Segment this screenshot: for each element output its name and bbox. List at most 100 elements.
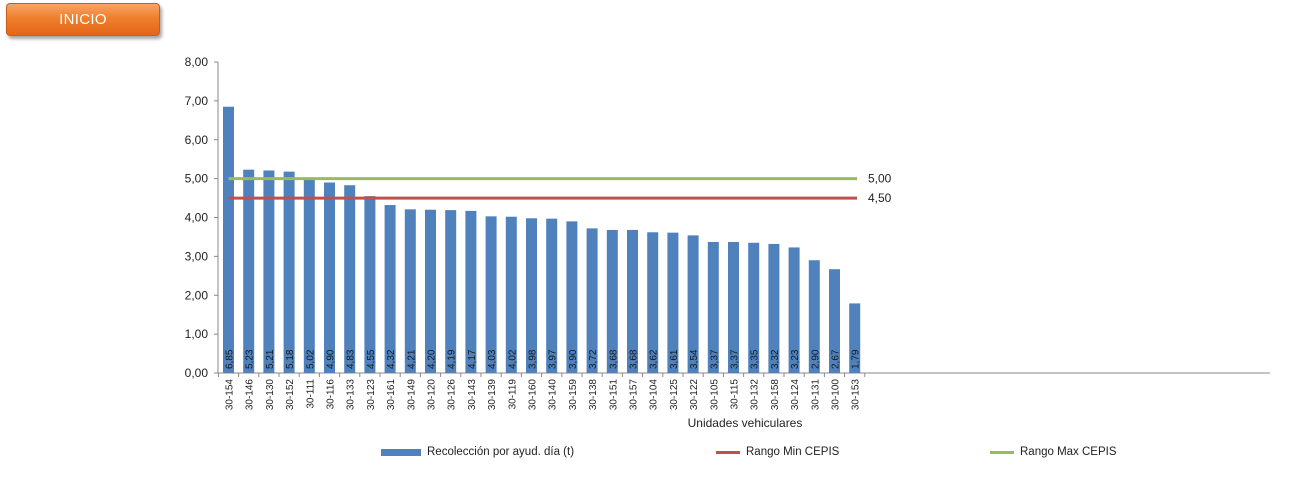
x-tick-label: 30-151	[608, 379, 619, 411]
bar	[404, 209, 416, 373]
y-tick-label: 3,00	[185, 249, 209, 263]
bar-value-label: 1,79	[851, 349, 862, 369]
legend-label-min: Rango Min CEPIS	[746, 446, 840, 458]
bar	[788, 247, 800, 373]
x-tick-label: 30-122	[689, 379, 700, 411]
y-tick-label: 7,00	[185, 94, 209, 108]
bar-value-label: 3,32	[770, 349, 781, 369]
bar-value-label: 6,85	[225, 349, 236, 369]
x-tick-label: 30-120	[427, 379, 438, 411]
bar-value-label: 3,98	[528, 349, 539, 369]
bar-value-label: 3,68	[629, 349, 640, 369]
legend-label-bars: Recolección por ayud. día (t)	[427, 446, 575, 458]
min-cepis-label: 4,50	[868, 191, 892, 205]
bar-value-label: 3,90	[568, 349, 579, 369]
legend-item-min: Rango Min CEPIS	[716, 446, 839, 458]
bar	[687, 235, 699, 373]
bar	[223, 106, 234, 374]
bar	[505, 216, 517, 373]
bar-value-label: 3,68	[608, 349, 619, 369]
bar	[485, 216, 497, 373]
y-tick-label: 0,00	[185, 366, 209, 380]
legend-item-bars: Recolección por ayud. día (t)	[381, 446, 574, 458]
bar	[445, 210, 457, 373]
bar	[283, 171, 295, 373]
bar-value-label: 5,21	[265, 349, 276, 369]
x-tick-label: 30-126	[447, 379, 458, 411]
x-tick-label: 30-123	[366, 379, 377, 411]
max-cepis-label: 5,00	[868, 172, 892, 186]
legend-swatch-max	[990, 450, 1014, 454]
x-tick-label: 30-131	[810, 379, 821, 411]
bar-value-label: 3,54	[689, 349, 700, 369]
y-tick-label: 4,00	[185, 211, 209, 225]
bar-value-label: 4,32	[386, 349, 397, 369]
x-tick-label: 30-138	[588, 379, 599, 411]
x-tick-label: 30-105	[709, 379, 720, 411]
legend-item-max: Rango Max CEPIS	[990, 446, 1117, 458]
x-tick-label: 30-161	[386, 379, 397, 411]
bar	[526, 218, 537, 373]
bar-value-label: 3,97	[548, 349, 559, 369]
bar-value-label: 3,23	[790, 349, 801, 369]
bar	[808, 260, 820, 373]
bar-value-label: 4,90	[326, 349, 337, 369]
bar	[263, 170, 275, 373]
y-tick-label: 6,00	[185, 133, 209, 147]
bar-value-label: 4,21	[406, 349, 417, 369]
x-axis-title: Unidades vehiculares	[688, 416, 803, 430]
x-tick-label: 30-104	[649, 379, 660, 411]
x-tick-label: 30-140	[548, 379, 559, 411]
x-tick-label: 30-160	[528, 379, 539, 411]
x-tick-label: 30-158	[770, 379, 781, 411]
bar	[425, 209, 436, 373]
bar	[647, 232, 659, 373]
x-tick-label: 30-124	[790, 379, 801, 411]
bar	[324, 182, 335, 373]
x-tick-label: 30-119	[507, 379, 518, 410]
bar-value-label: 4,55	[366, 349, 377, 369]
bar-value-label: 4,19	[447, 349, 458, 369]
bar	[384, 205, 396, 373]
bar-value-label: 5,18	[285, 349, 296, 369]
x-tick-label: 30-153	[851, 379, 862, 411]
bar	[829, 269, 840, 373]
bar	[364, 196, 376, 373]
bar-value-label: 3,37	[730, 349, 741, 369]
bar-value-label: 2,67	[831, 349, 842, 369]
bar-value-label: 2,90	[810, 349, 821, 369]
bar-value-label: 4,03	[487, 349, 498, 369]
x-tick-label: 30-143	[467, 379, 478, 411]
x-tick-label: 30-132	[750, 379, 761, 411]
bar	[586, 228, 598, 373]
x-tick-label: 30-152	[285, 379, 296, 411]
bar-value-label: 3,37	[709, 349, 720, 369]
legend-label-max: Rango Max CEPIS	[1020, 446, 1117, 458]
bar	[728, 241, 739, 373]
bar	[303, 177, 315, 373]
legend-swatch-bars	[381, 448, 421, 456]
bar-value-label: 5,23	[245, 349, 256, 369]
x-tick-label: 30-116	[326, 379, 337, 410]
y-tick-label: 8,00	[185, 55, 209, 69]
bar-value-label: 3,35	[750, 349, 761, 369]
bar	[768, 243, 780, 373]
bar	[344, 185, 356, 373]
bar	[243, 169, 255, 373]
bar-value-label: 3,62	[649, 349, 660, 369]
bar-value-label: 5,02	[305, 349, 316, 369]
bar-value-label: 3,72	[588, 349, 599, 369]
inicio-button[interactable]: INICIO	[6, 3, 160, 36]
x-tick-label: 30-159	[568, 379, 579, 411]
bar	[566, 221, 578, 373]
x-tick-label: 30-157	[629, 379, 640, 411]
x-tick-label: 30-130	[265, 379, 276, 411]
bar-value-label: 4,17	[467, 349, 478, 369]
x-tick-label: 30-133	[346, 379, 357, 411]
y-tick-label: 5,00	[185, 172, 209, 186]
bar	[748, 242, 760, 373]
bar-value-label: 4,02	[507, 349, 518, 369]
bar	[849, 303, 861, 373]
y-tick-label: 2,00	[185, 288, 209, 302]
